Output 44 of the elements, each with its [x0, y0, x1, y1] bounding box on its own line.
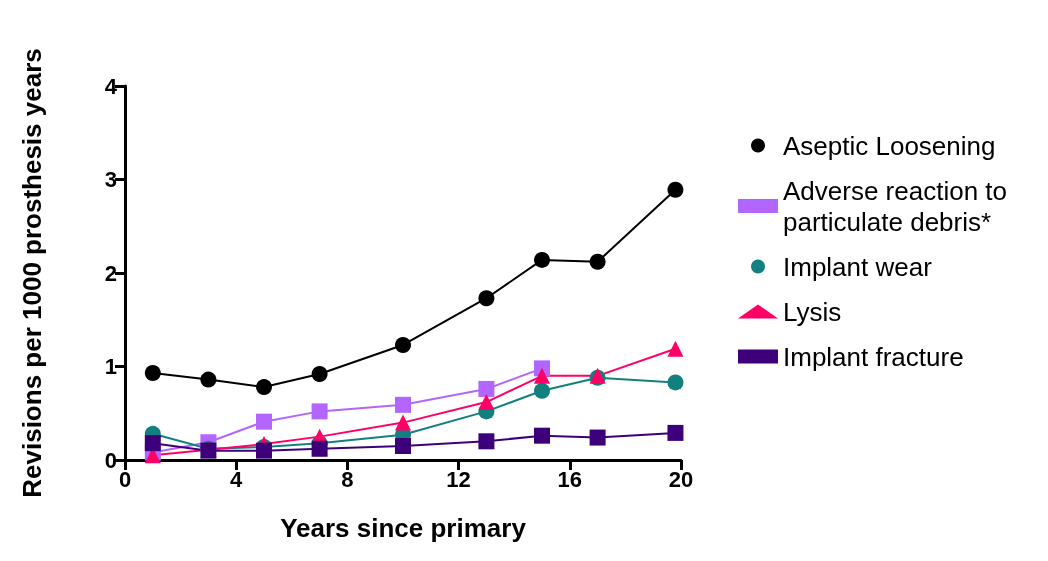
legend-label: Lysis [783, 296, 842, 327]
point [667, 424, 684, 441]
x-tick-label: 8 [341, 466, 354, 492]
point [534, 367, 550, 384]
point [311, 365, 328, 382]
point [395, 414, 411, 431]
point [256, 413, 272, 430]
point [200, 371, 217, 388]
legend-label: Implant fracture [783, 341, 964, 372]
point [395, 337, 411, 353]
point [667, 181, 684, 198]
point [256, 379, 272, 396]
point [256, 442, 272, 459]
y-axis-title: Revisions per 1000 prosthesis years [17, 48, 47, 498]
point [395, 437, 411, 454]
point [589, 253, 606, 270]
point [478, 394, 495, 411]
point [534, 382, 550, 399]
point [667, 340, 684, 357]
point [311, 440, 328, 457]
x-axis-title: Years since primary [280, 513, 527, 543]
point [311, 403, 328, 420]
legend-label: Adverse reaction to particulate debris* [783, 175, 1015, 237]
point [478, 380, 495, 397]
point [589, 429, 606, 446]
point [478, 290, 495, 307]
x-tick-label: 20 [668, 466, 694, 492]
point [395, 396, 411, 413]
point [144, 365, 161, 382]
y-tick-label: 3 [104, 167, 117, 192]
x-tick-label: 4 [230, 466, 244, 492]
y-tick-label: 4 [104, 73, 118, 99]
point [534, 427, 550, 444]
x-tick-label: 12 [446, 466, 471, 492]
y-tick-label: 1 [104, 354, 117, 379]
x-tick-label: 16 [557, 466, 583, 492]
y-tick-label: 2 [104, 260, 117, 286]
point [478, 433, 495, 450]
y-tick-label: 0 [104, 447, 117, 473]
legend-label: Implant wear [783, 251, 933, 282]
legend-label: Aseptic Loosening [783, 130, 996, 161]
point [667, 374, 684, 391]
point [534, 251, 550, 268]
point [144, 435, 161, 452]
